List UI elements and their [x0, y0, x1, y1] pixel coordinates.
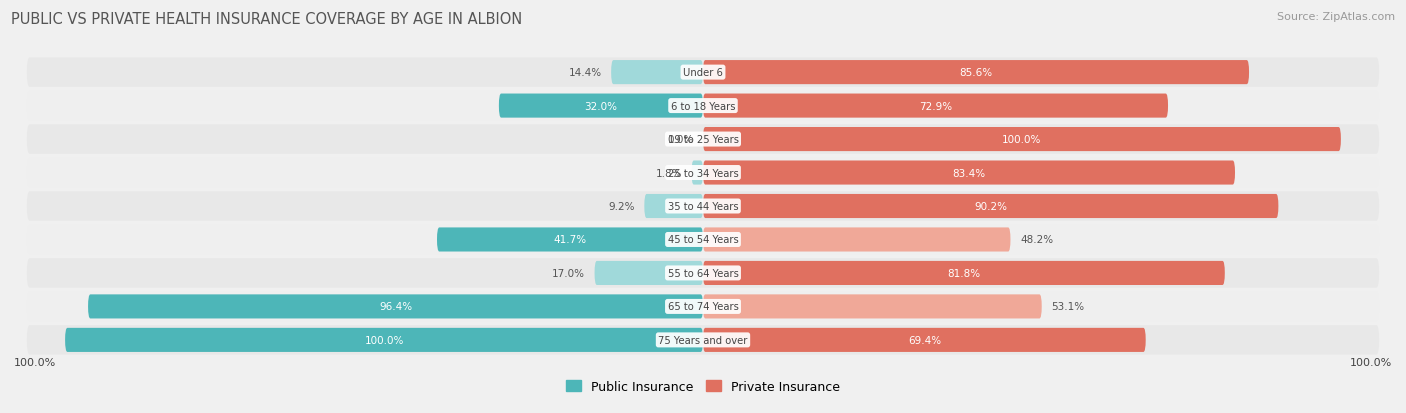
- FancyBboxPatch shape: [27, 325, 1379, 355]
- FancyBboxPatch shape: [437, 228, 703, 252]
- Text: 53.1%: 53.1%: [1052, 301, 1084, 312]
- Text: 41.7%: 41.7%: [554, 235, 586, 245]
- FancyBboxPatch shape: [703, 328, 1146, 352]
- FancyBboxPatch shape: [703, 294, 1042, 319]
- FancyBboxPatch shape: [27, 225, 1379, 254]
- FancyBboxPatch shape: [27, 292, 1379, 321]
- Text: 45 to 54 Years: 45 to 54 Years: [668, 235, 738, 245]
- FancyBboxPatch shape: [703, 228, 1011, 252]
- Text: 100.0%: 100.0%: [1002, 135, 1042, 145]
- Text: 19 to 25 Years: 19 to 25 Years: [668, 135, 738, 145]
- Text: 48.2%: 48.2%: [1019, 235, 1053, 245]
- Text: 100.0%: 100.0%: [14, 357, 56, 367]
- Text: 17.0%: 17.0%: [553, 268, 585, 278]
- Text: 35 to 44 Years: 35 to 44 Years: [668, 202, 738, 211]
- Text: 83.4%: 83.4%: [952, 168, 986, 178]
- FancyBboxPatch shape: [27, 259, 1379, 288]
- Text: 25 to 34 Years: 25 to 34 Years: [668, 168, 738, 178]
- FancyBboxPatch shape: [692, 161, 703, 185]
- FancyBboxPatch shape: [65, 328, 703, 352]
- Text: 14.4%: 14.4%: [568, 68, 602, 78]
- Text: 6 to 18 Years: 6 to 18 Years: [671, 101, 735, 112]
- FancyBboxPatch shape: [27, 125, 1379, 154]
- FancyBboxPatch shape: [89, 294, 703, 319]
- Text: PUBLIC VS PRIVATE HEALTH INSURANCE COVERAGE BY AGE IN ALBION: PUBLIC VS PRIVATE HEALTH INSURANCE COVER…: [11, 12, 523, 27]
- FancyBboxPatch shape: [612, 61, 703, 85]
- Text: 55 to 64 Years: 55 to 64 Years: [668, 268, 738, 278]
- FancyBboxPatch shape: [499, 94, 703, 119]
- Text: 85.6%: 85.6%: [959, 68, 993, 78]
- FancyBboxPatch shape: [27, 58, 1379, 88]
- FancyBboxPatch shape: [703, 261, 1225, 285]
- FancyBboxPatch shape: [27, 159, 1379, 188]
- Text: 100.0%: 100.0%: [1350, 357, 1392, 367]
- Text: 1.8%: 1.8%: [655, 168, 682, 178]
- FancyBboxPatch shape: [703, 161, 1234, 185]
- FancyBboxPatch shape: [27, 192, 1379, 221]
- Text: 9.2%: 9.2%: [609, 202, 634, 211]
- Text: 90.2%: 90.2%: [974, 202, 1007, 211]
- Text: 69.4%: 69.4%: [908, 335, 941, 345]
- Text: 81.8%: 81.8%: [948, 268, 980, 278]
- Legend: Public Insurance, Private Insurance: Public Insurance, Private Insurance: [561, 375, 845, 398]
- Text: 0.0%: 0.0%: [668, 135, 693, 145]
- Text: 96.4%: 96.4%: [380, 301, 412, 312]
- Text: Under 6: Under 6: [683, 68, 723, 78]
- Text: Source: ZipAtlas.com: Source: ZipAtlas.com: [1277, 12, 1395, 22]
- Text: 65 to 74 Years: 65 to 74 Years: [668, 301, 738, 312]
- FancyBboxPatch shape: [703, 61, 1249, 85]
- FancyBboxPatch shape: [703, 128, 1341, 152]
- Text: 75 Years and over: 75 Years and over: [658, 335, 748, 345]
- FancyBboxPatch shape: [595, 261, 703, 285]
- FancyBboxPatch shape: [703, 94, 1168, 119]
- FancyBboxPatch shape: [27, 92, 1379, 121]
- FancyBboxPatch shape: [644, 195, 703, 218]
- Text: 32.0%: 32.0%: [585, 101, 617, 112]
- Text: 100.0%: 100.0%: [364, 335, 404, 345]
- FancyBboxPatch shape: [703, 195, 1278, 218]
- Text: 72.9%: 72.9%: [920, 101, 952, 112]
